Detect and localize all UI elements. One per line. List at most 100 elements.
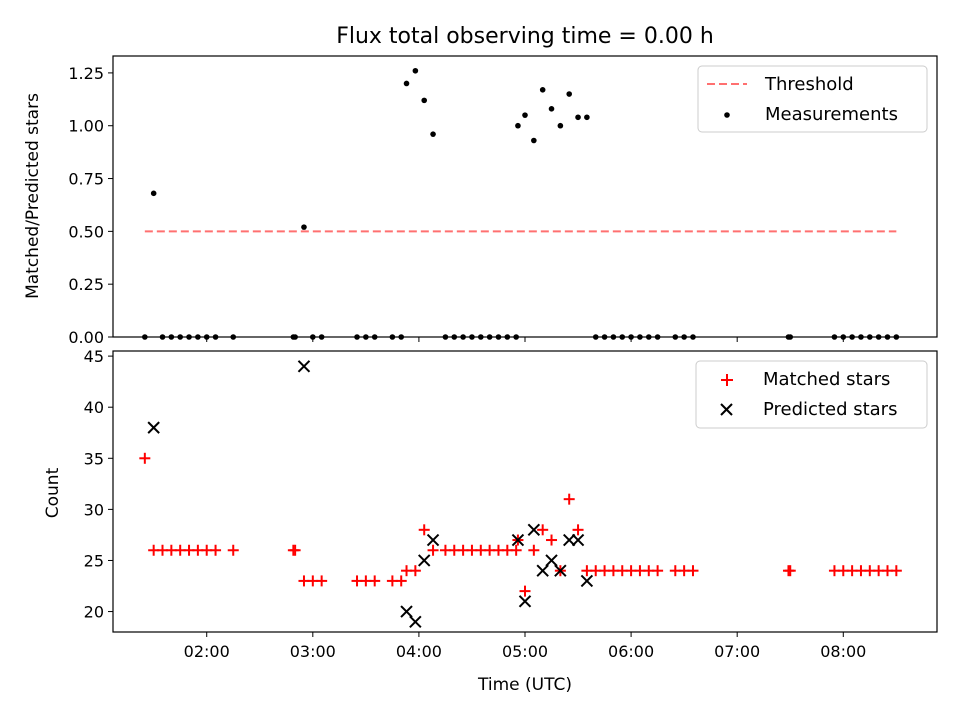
predicted-star-point xyxy=(545,554,558,567)
bottom-xtick-label: 08:00 xyxy=(820,642,866,661)
matched-star-point xyxy=(537,524,549,536)
top-legend-box xyxy=(697,65,928,133)
predicted-star-point xyxy=(400,605,413,618)
matched-star-point xyxy=(210,544,222,556)
predicted-star-point xyxy=(511,533,525,547)
predicted-star-point xyxy=(297,360,311,373)
predicted-star-point xyxy=(418,554,431,567)
top-ytick-label: 0.50 xyxy=(68,222,104,241)
bottom-ytick-label: 20 xyxy=(84,603,104,622)
measurement-point xyxy=(557,122,564,129)
bottom-ytick-label: 45 xyxy=(84,347,104,366)
matched-star-point xyxy=(316,575,328,587)
predicted-star-point xyxy=(518,595,532,608)
matched-star-point xyxy=(652,565,664,577)
measurements-legend-marker xyxy=(724,112,730,118)
predicted-star-point xyxy=(562,533,576,547)
predicted-star-stroke-b xyxy=(147,421,160,434)
matched-star-point xyxy=(418,524,430,536)
measurement-point xyxy=(584,114,590,121)
top-ytick-label: 1.25 xyxy=(68,64,104,83)
matched-star-point xyxy=(519,585,531,597)
threshold-legend-label: Threshold xyxy=(764,74,854,95)
measurement-point xyxy=(531,137,537,144)
matched-star-point xyxy=(227,544,239,556)
top-legend: Threshold Measurements xyxy=(697,65,928,133)
measurement-point xyxy=(150,190,157,197)
matched-star-point xyxy=(510,544,522,556)
bottom-ytick-label: 35 xyxy=(84,449,104,468)
bottom-ylabel: Count xyxy=(43,467,63,518)
matched-star-point xyxy=(890,565,902,577)
predicted-star-point xyxy=(580,574,594,588)
matched-star-point xyxy=(369,575,381,587)
matched-star-point xyxy=(395,575,407,587)
predicted-star-point xyxy=(527,523,541,537)
bottom-xtick-label: 02:00 xyxy=(184,642,230,661)
top-plot-frame xyxy=(112,55,938,338)
matched-star-point xyxy=(563,493,575,505)
bottom-legend: Matched stars Predicted stars xyxy=(695,360,928,429)
predicted-star-point xyxy=(147,421,160,434)
predicted-star-stroke-b xyxy=(426,533,440,547)
predicted-star-point xyxy=(536,564,549,577)
predicted-star-stroke-b xyxy=(297,360,311,373)
predicted-star-point xyxy=(554,564,567,577)
measurement-point xyxy=(301,224,307,230)
predicted-star-stroke-b xyxy=(518,595,532,608)
measurement-point xyxy=(515,122,521,129)
predicted-star-stroke-b xyxy=(536,564,549,577)
measurement-point xyxy=(522,112,528,118)
top-ytick-label: 0.00 xyxy=(68,328,104,347)
predicted-star-stroke-b xyxy=(571,533,585,547)
predicted-star-stroke-b xyxy=(511,533,525,547)
measurement-point xyxy=(548,106,555,112)
measurement-point xyxy=(575,114,581,121)
bottom-legend-box xyxy=(695,360,928,429)
bottom-xtick-label: 06:00 xyxy=(608,642,654,661)
bottom-xtick-label: 05:00 xyxy=(502,642,548,661)
matched-star-point xyxy=(687,565,699,577)
top-ytick-label: 1.00 xyxy=(68,117,104,136)
bottom-xtick-label: 04:00 xyxy=(396,642,442,661)
bottom-plot-frame xyxy=(112,350,938,633)
measurement-point xyxy=(566,91,573,97)
bottom-ytick-label: 25 xyxy=(84,551,104,570)
predicted-star-stroke-b xyxy=(527,523,541,537)
predicted-star-point xyxy=(571,533,585,547)
matched-star-point xyxy=(528,544,540,556)
measurement-point xyxy=(403,80,410,87)
matched-star-point xyxy=(427,544,439,556)
top-ytick-label: 0.25 xyxy=(68,275,104,294)
top-ytick-label: 0.75 xyxy=(68,170,104,189)
matched-star-point xyxy=(139,452,151,464)
top-ylabel: Matched/Predicted stars xyxy=(23,93,43,299)
bottom-ytick-label: 40 xyxy=(84,398,104,417)
measurement-point xyxy=(430,131,436,137)
predicted-star-stroke-b xyxy=(554,564,567,577)
predicted-star-point xyxy=(426,533,440,547)
measurement-point xyxy=(412,67,419,74)
matched-star-point xyxy=(784,565,796,577)
predicted-star-stroke-b xyxy=(562,533,576,547)
matched-star-point xyxy=(409,565,421,577)
matched-legend-label: Matched stars xyxy=(763,369,890,390)
matched-star-point xyxy=(572,524,584,536)
bottom-xtick-label: 07:00 xyxy=(714,642,760,661)
star-count-plot: Count Time (UTC) 20 25 30 35 40 45 02:00 03:00 0… xyxy=(43,347,938,695)
matched-star-point xyxy=(546,534,558,546)
measurement-point xyxy=(421,97,428,104)
predicted-star-stroke-b xyxy=(545,554,558,567)
predicted-legend-marker xyxy=(720,403,733,416)
predicted-star-stroke-b xyxy=(400,605,413,618)
bottom-ytick-label: 30 xyxy=(84,500,104,519)
predicted-star-stroke-b xyxy=(409,615,422,628)
matched-star-point xyxy=(289,544,301,556)
bottom-xlabel: Time (UTC) xyxy=(477,675,572,695)
flux-ratio-plot: Matched/Predicted stars 0.00 0.25 0.50 0.75… xyxy=(23,55,938,347)
predicted-star-point xyxy=(409,615,422,628)
measurement-point xyxy=(539,87,546,93)
bottom-plot-marks: 20 25 30 35 40 45 02:00 03:00 04:00 05:00 06:00 07:… xyxy=(84,347,902,661)
bottom-xtick-label: 03:00 xyxy=(290,642,336,661)
